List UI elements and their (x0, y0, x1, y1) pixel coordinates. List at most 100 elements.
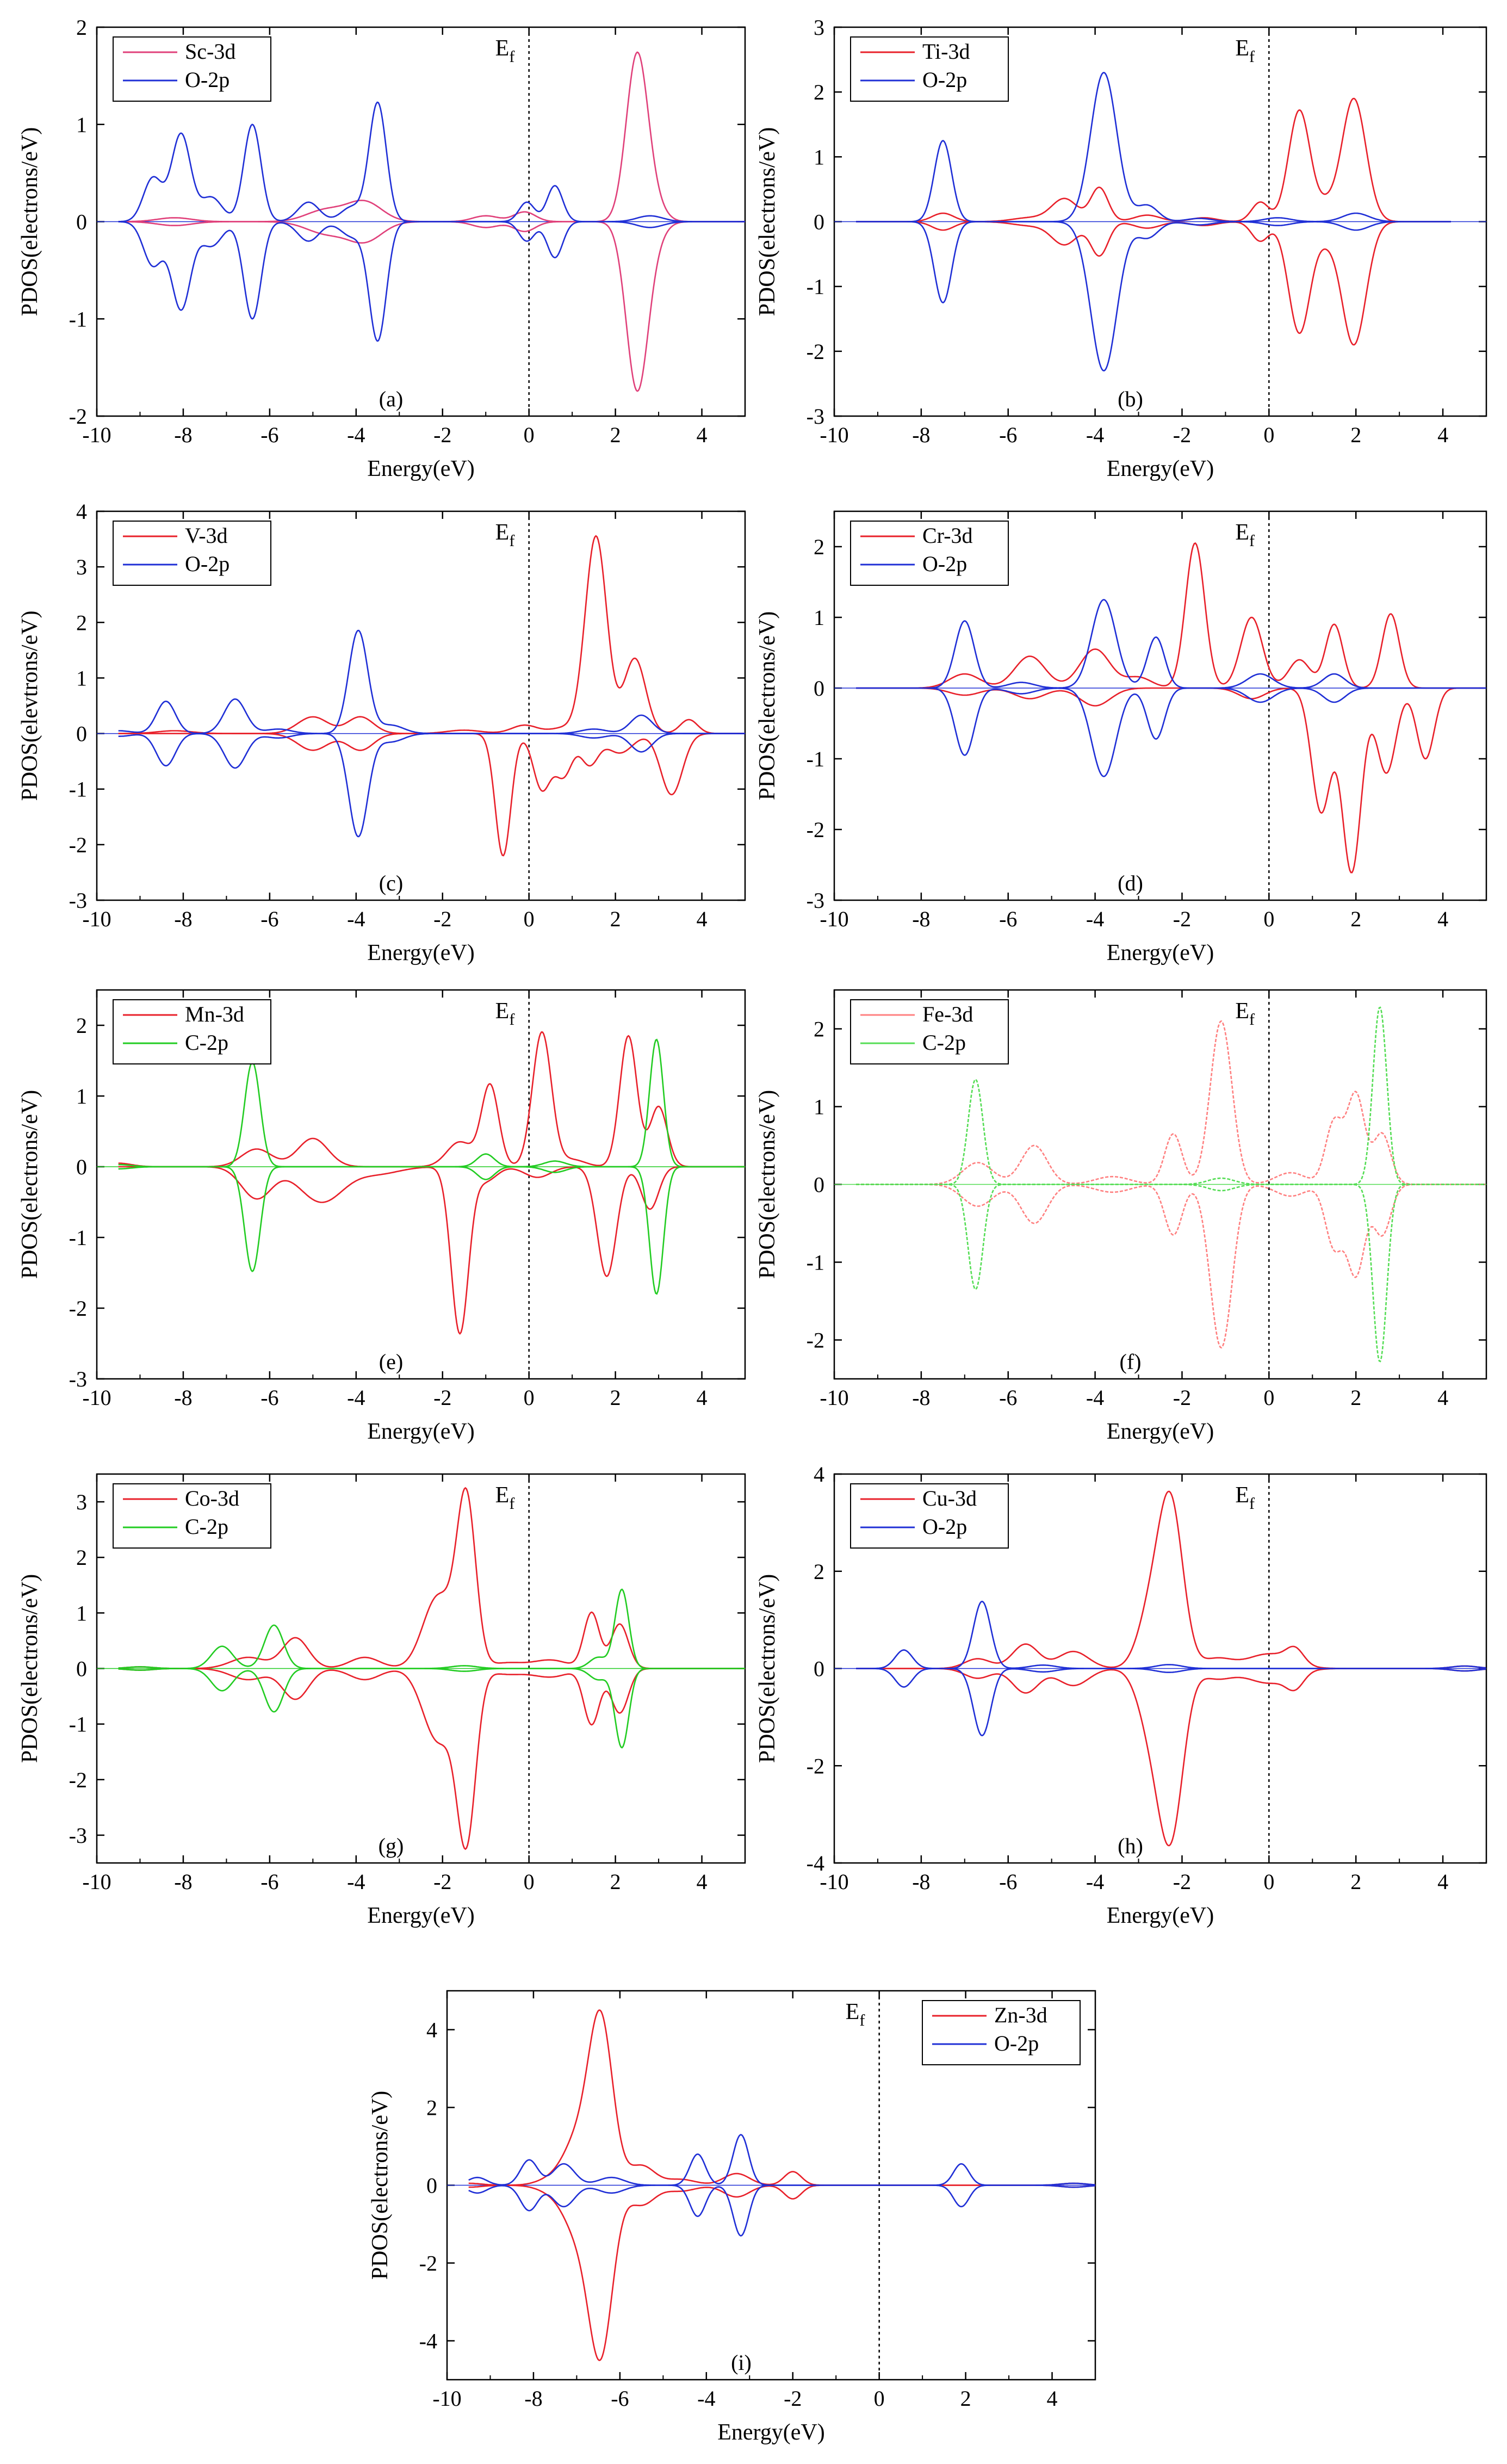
y-tick-label: 2 (814, 1017, 824, 1042)
chart-panel-b: -10 -8 -6 -4 -2 0 2 4-3-2-10123Energy(eV)PDOS(e… (755, 15, 1487, 481)
x-tick-label: -10 (820, 907, 848, 931)
x-tick-label: 2 (1350, 907, 1361, 931)
series-line-o-2p-up (856, 1600, 1486, 1669)
x-axis-title: Energy(eV) (1107, 940, 1214, 965)
x-tick-label: 4 (1437, 423, 1448, 447)
chart-panel-a: -10 -8 -6 -4 -2 0 2 4-2-1012Energy(eV)PDOS(elec… (17, 15, 746, 481)
x-tick-label: -2 (784, 2386, 802, 2411)
x-tick-label: 4 (1047, 2386, 1058, 2411)
y-tick-label: -4 (419, 2329, 437, 2354)
panel-label: (i) (731, 2350, 752, 2375)
plot-frame (833, 510, 1487, 901)
plot-frame (96, 510, 746, 901)
x-axis-title: Energy(eV) (367, 1419, 474, 1444)
series-line-cr-3d-up (856, 542, 1486, 689)
y-tick-label: 0 (814, 1173, 824, 1197)
y-axis-title: PDOS(electrons/eV) (17, 1090, 42, 1279)
x-tick-label: 0 (524, 1869, 535, 1894)
legend-label: Co-3d (185, 1486, 239, 1510)
chart-panel-i: -10 -8 -6 -4 -2 0 2 4 -4 -2 0 2 4 Energy(eV) PDOS(elec… (368, 1990, 1096, 2445)
y-tick-label: 0 (76, 1657, 87, 1681)
series-line-o-2p-down (856, 687, 1486, 777)
y-tick-label: 2 (814, 80, 824, 104)
y-tick-label: -3 (807, 888, 824, 913)
x-tick-label: 2 (610, 1385, 621, 1410)
y-tick-label: 3 (76, 555, 87, 579)
x-axis-title: Energy(eV) (1107, 1903, 1214, 1928)
y-tick-label: 4 (76, 499, 87, 524)
legend-label: O-2p (185, 552, 230, 576)
y-axis-title: PDOS(electrons/eV) (755, 127, 780, 317)
x-axis-title: Energy(eV) (367, 456, 474, 481)
legend-label: Fe-3d (922, 1002, 973, 1026)
x-tick-label: 4 (1437, 1385, 1448, 1410)
legend-label: V-3d (185, 523, 228, 548)
legend-box (850, 1483, 1009, 1549)
fermi-level-label: Ef (1235, 36, 1255, 66)
legend-box (850, 36, 1009, 102)
y-tick-label: -3 (69, 1367, 87, 1391)
y-tick-label: -2 (807, 339, 824, 364)
y-axis-title: PDOS(electrons/eV) (755, 1574, 780, 1763)
legend-box (850, 521, 1009, 586)
x-tick-label: 4 (1437, 907, 1448, 931)
y-tick-label: 3 (814, 15, 824, 40)
legend-label: O-2p (922, 552, 967, 576)
fermi-level-subscript: f (1249, 532, 1255, 550)
series-line-mn-3d-up (118, 1031, 745, 1168)
series-line-o-2p-up (468, 2134, 1095, 2186)
y-tick-label: -3 (69, 1823, 87, 1848)
y-tick-label: 2 (76, 15, 87, 40)
panel-label: (f) (1120, 1349, 1142, 1374)
series-line-o-2p-up (118, 101, 745, 222)
series-line-o-2p-up (118, 629, 745, 734)
y-tick-label: 4 (426, 2018, 437, 2042)
x-tick-label: 0 (524, 423, 535, 447)
x-axis-title: Energy(eV) (1107, 456, 1214, 481)
x-tick-label: 0 (1263, 1869, 1274, 1894)
x-tick-label: -6 (261, 423, 278, 447)
series-line-o-2p-down (118, 221, 745, 342)
x-tick-label: -10 (82, 1385, 111, 1410)
x-tick-label: -6 (261, 1385, 278, 1410)
y-tick-label: -2 (419, 2251, 437, 2276)
legend-label: O-2p (922, 1514, 967, 1539)
legend-label: Cu-3d (922, 1486, 977, 1510)
y-tick-label: -2 (69, 833, 87, 857)
x-axis-title: Energy(eV) (717, 2420, 824, 2445)
y-tick-label: -1 (807, 1250, 824, 1275)
x-tick-label: -10 (82, 907, 111, 931)
x-tick-label: -6 (999, 907, 1017, 931)
y-tick-label: -1 (69, 1225, 87, 1250)
y-tick-label: 2 (426, 2096, 437, 2120)
plot-frame (96, 989, 746, 1380)
chart-panel-e: -10 -8 -6 -4 -2 0 2 4-3-2-1012Energy(eV)PDOS(el… (17, 989, 746, 1444)
series-line-cr-3d-down (856, 687, 1486, 874)
x-tick-label: 2 (1350, 423, 1361, 447)
x-tick-label: -8 (912, 1385, 930, 1410)
y-tick-label: 1 (76, 666, 87, 690)
legend-box (113, 36, 271, 102)
x-tick-label: -6 (261, 907, 278, 931)
series-line-sc-3d-down (118, 221, 745, 392)
series-line-o-2p-down (856, 1668, 1486, 1737)
series-line-ti-3d-up (856, 97, 1451, 222)
y-tick-label: -1 (69, 1712, 87, 1737)
x-tick-label: 0 (1263, 423, 1274, 447)
x-tick-label: -10 (82, 1869, 111, 1894)
series-line-o-2p-down (118, 733, 745, 838)
x-axis-title: Energy(eV) (367, 940, 474, 965)
x-tick-label: 2 (1350, 1869, 1361, 1894)
fermi-level-subscript: f (509, 48, 514, 66)
x-tick-label: 2 (610, 907, 621, 931)
series-line-c-2p-down (118, 1668, 745, 1749)
y-tick-label: -1 (807, 747, 824, 771)
y-tick-label: 1 (814, 605, 824, 630)
x-tick-label: -8 (912, 1869, 930, 1894)
x-tick-label: 2 (1350, 1385, 1361, 1410)
series-line-mn-3d-down (118, 1166, 745, 1335)
y-axis-title: PDOS(electrons/eV) (17, 1574, 42, 1763)
legend-label: Mn-3d (185, 1002, 244, 1026)
panel-label: (a) (379, 387, 403, 411)
y-axis-title: PDOS(electrons/eV) (755, 1090, 780, 1279)
